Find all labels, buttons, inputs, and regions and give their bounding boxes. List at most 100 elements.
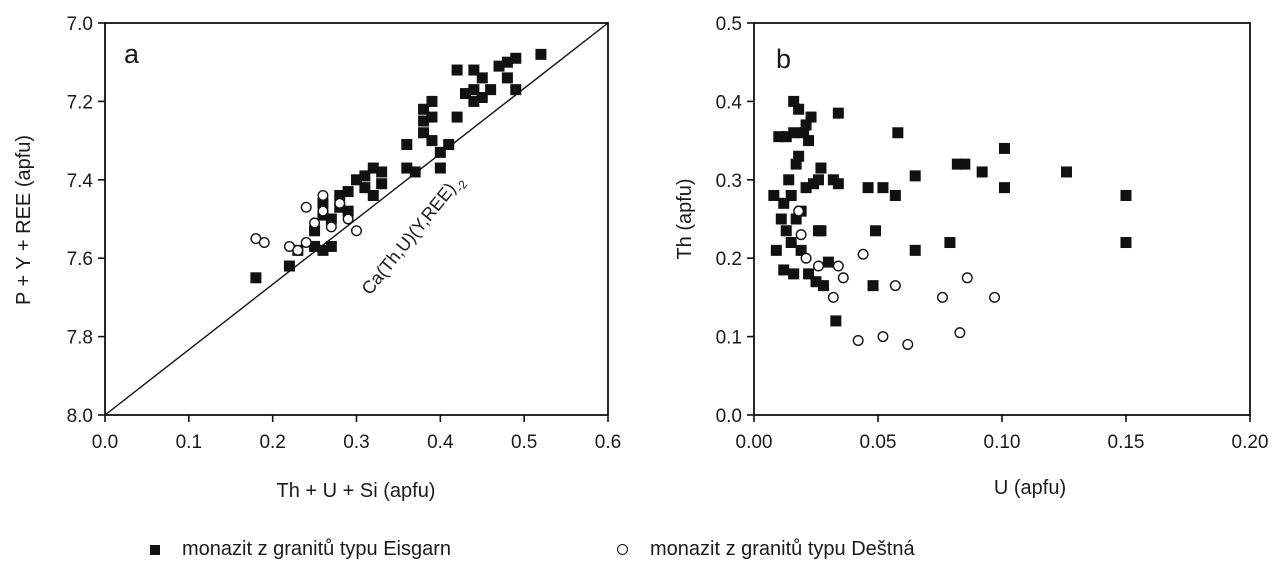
chart-a-point-square: [476, 91, 488, 103]
chart-a-point-square: [317, 197, 329, 209]
chart-b-point-square: [805, 111, 817, 123]
chart-a-point-square: [468, 95, 480, 107]
chart-b-x-tick-label: 0.15: [1108, 432, 1145, 453]
chart-b-point-circle: [989, 291, 1001, 303]
chart-b-point-circle: [954, 327, 966, 339]
chart-b-point-square: [793, 103, 805, 115]
chart-a-y-tick-label: 8.0: [67, 406, 93, 427]
chart-b-point-square: [867, 280, 879, 292]
chart-a-reference-line: [104, 22, 609, 416]
legend-item-filled-square: monazit z granitů typu Eisgarn: [150, 538, 451, 561]
chart-a-point-square: [426, 95, 438, 107]
legend-item-open-circle: monazit z granitů typu Deštná: [617, 538, 915, 561]
chart-b-point-square: [785, 237, 797, 249]
chart-a-point-circle: [309, 217, 321, 229]
chart-a-point-square: [443, 139, 455, 151]
chart-b-point-square: [788, 127, 800, 139]
chart-b-point-square: [788, 268, 800, 280]
chart-b-point-square: [909, 170, 921, 182]
chart-a-point-square: [376, 166, 388, 178]
chart-a-point-square: [510, 52, 522, 64]
chart-a-point-square: [434, 162, 446, 174]
chart-a-point-square: [367, 189, 379, 201]
chart-a-point-square: [476, 72, 488, 84]
chart-b-point-square: [812, 174, 824, 186]
chart-b-point-square: [795, 244, 807, 256]
chart-b-point-square: [790, 213, 802, 225]
chart-b-point-square: [775, 213, 787, 225]
legend-filled-square-icon: [150, 544, 160, 555]
chart-b-y-tick-label: 0.4: [716, 92, 743, 113]
chart-a-point-square: [351, 174, 362, 186]
chart-b-y-tick-label: 0.2: [716, 249, 742, 270]
chart-a-point-square: [426, 135, 438, 147]
chart-a-point-square: [459, 88, 471, 100]
chart-b-x-tick-label: 0.10: [984, 432, 1021, 453]
chart-a-point-circle: [258, 237, 270, 249]
chart-b-point-square: [798, 127, 810, 139]
chart-b-point-square: [778, 264, 790, 276]
chart-b-point-circle: [793, 205, 805, 217]
chart-a-ticks: 0.0 0.1 0.2 0.3 0.4 0.5 0.6 7.0 7.2 7.4 7.6 7.8 8.0: [67, 14, 622, 453]
chart-b-point-square: [832, 178, 844, 190]
chart-a-point-square: [451, 64, 463, 76]
chart-a-x-axis-label: Th + U + Si (apfu): [277, 480, 436, 502]
chart-a-point-circle: [334, 197, 346, 209]
chart-b-point-square: [780, 225, 792, 237]
chart-b-y-tick-label: 0.3: [716, 171, 742, 192]
chart-a-point-square: [325, 213, 337, 225]
chart-b-point-square: [817, 280, 829, 292]
chart-b-x-tick-label: 0.05: [860, 432, 897, 453]
chart-b-point-square: [1120, 237, 1132, 249]
chart-a-y-tick-label: 7.6: [67, 249, 93, 270]
chart-a-point-square: [501, 72, 513, 84]
chart-b-point-square: [998, 182, 1010, 194]
chart-b-panel-label: b: [776, 44, 791, 74]
chart-b-point-square: [944, 237, 956, 249]
chart-a-point-square: [535, 48, 547, 60]
chart-a-panel-label: a: [124, 39, 140, 69]
chart-b-point-square: [778, 197, 790, 209]
chart-b-point-square: [832, 107, 844, 119]
chart-a-point-square: [283, 260, 295, 272]
chart-b-point-circle: [961, 272, 973, 284]
chart-b-y-axis-label: Th (apfu): [674, 178, 696, 259]
chart-b-point-square: [810, 276, 822, 288]
chart-b-point-square: [1060, 166, 1072, 178]
chart-a-y-tick-label: 7.8: [67, 328, 93, 349]
chart-a-point-square: [409, 166, 421, 178]
chart-a-point-square: [376, 178, 388, 190]
chart-a-x-tick-label: 0.6: [595, 432, 621, 453]
chart-a-x-tick-label: 0.5: [511, 432, 537, 453]
chart-b-point-square: [976, 166, 988, 178]
chart-a-point-circle: [351, 225, 363, 237]
chart-a-point-square: [250, 272, 262, 284]
chart-b-ticks: 0.00 0.05 0.10 0.15 0.20 0.0 0.1 0.2 0.3 0.4 0.5: [716, 14, 1269, 453]
chart-a-y-tick-label: 7.2: [67, 92, 93, 113]
chart-b-y-tick-label: 0.1: [716, 328, 742, 349]
chart-b-point-square: [951, 158, 963, 170]
chart-a-point-square: [418, 127, 430, 139]
chart-b-point-square: [785, 189, 797, 201]
legend-label-eisgarn: monazit z granitů typu Eisgarn: [182, 538, 452, 560]
chart-b-point-square: [793, 150, 805, 162]
chart-b-point-square: [1120, 189, 1132, 201]
chart-b-point-circle: [852, 335, 864, 347]
chart-b-point-circle: [800, 252, 812, 264]
chart-b: 0.00 0.05 0.10 0.15 0.20 0.0 0.1 0.2 0.3 0.4 0.5 b…: [674, 14, 1268, 499]
chart-a-x-tick-label: 0.1: [176, 432, 202, 453]
chart-b-point-square: [998, 142, 1010, 154]
chart-b-point-square: [773, 131, 785, 143]
chart-a-x-tick-label: 0.3: [343, 432, 369, 453]
chart-a-points: [250, 48, 547, 284]
chart-a-x-tick-label: 0.0: [92, 432, 118, 453]
chart-a-point-square: [309, 225, 321, 237]
chart-b-point-circle: [832, 260, 844, 272]
chart-a-point-square: [493, 60, 505, 72]
chart-a-point-square: [434, 146, 446, 158]
chart-a: 0.0 0.1 0.2 0.3 0.4 0.5 0.67.07.27.47.67.88.0 …: [13, 14, 621, 502]
chart-b-point-square: [783, 174, 795, 186]
chart-b-point-circle: [837, 272, 849, 284]
chart-b-point-square: [870, 225, 882, 237]
chart-a-point-square: [309, 240, 321, 252]
